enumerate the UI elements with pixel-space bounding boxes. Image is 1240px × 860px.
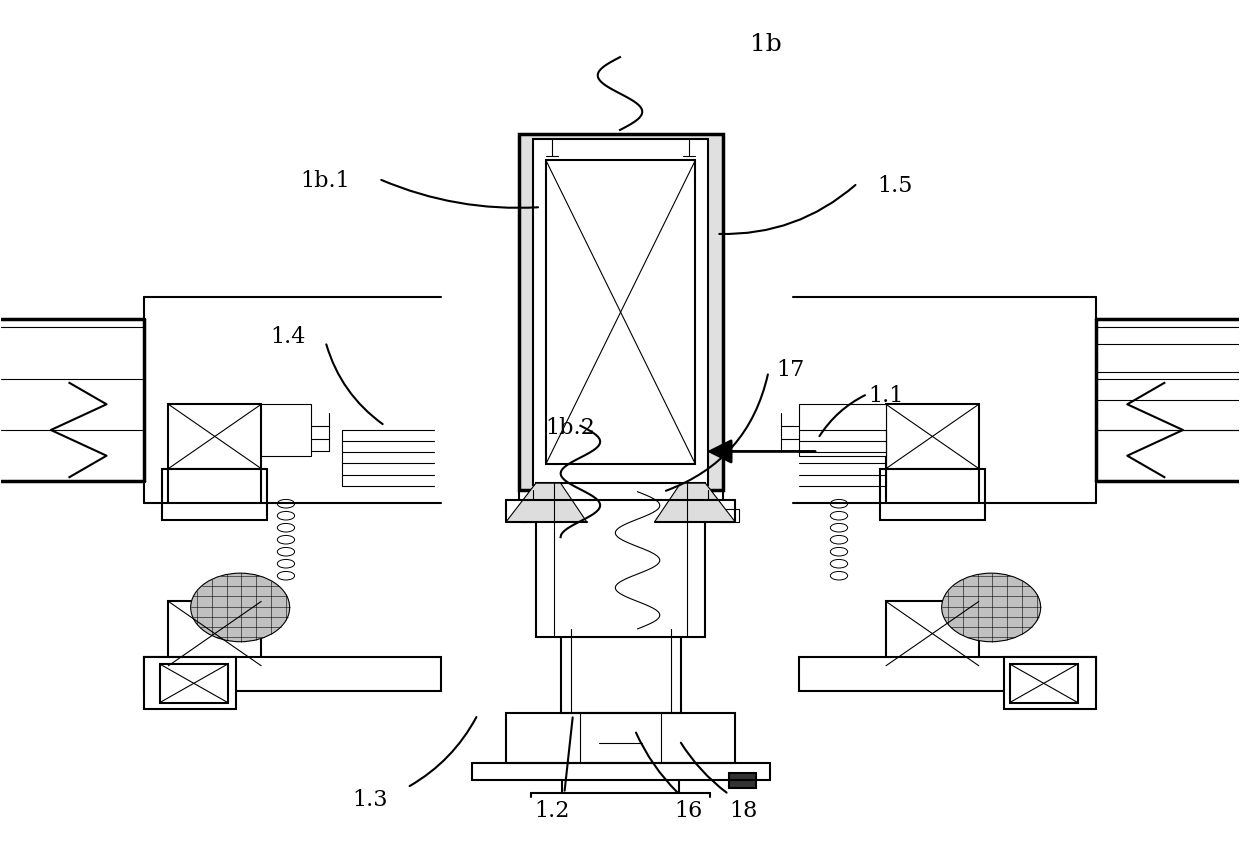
Bar <box>720 509 739 522</box>
Bar <box>536 483 706 637</box>
Ellipse shape <box>278 512 295 520</box>
Bar <box>144 657 440 691</box>
Bar <box>880 469 985 520</box>
Ellipse shape <box>645 498 682 512</box>
Circle shape <box>702 507 719 519</box>
Bar <box>521 509 539 522</box>
Bar <box>169 404 262 469</box>
Text: 18: 18 <box>729 801 758 822</box>
Ellipse shape <box>831 536 848 544</box>
Ellipse shape <box>831 571 848 580</box>
Ellipse shape <box>831 560 848 568</box>
Text: 1.3: 1.3 <box>352 789 388 811</box>
Bar <box>1009 664 1078 703</box>
Text: 17: 17 <box>776 359 805 381</box>
Text: 1.2: 1.2 <box>534 801 569 822</box>
Circle shape <box>522 507 539 519</box>
Bar <box>887 601 978 666</box>
Bar <box>144 657 237 709</box>
Bar <box>169 601 262 666</box>
Bar <box>729 773 756 789</box>
Bar <box>800 657 1096 691</box>
Text: 1b.2: 1b.2 <box>546 417 595 439</box>
Bar <box>160 664 228 703</box>
Ellipse shape <box>278 548 295 556</box>
Ellipse shape <box>831 500 848 508</box>
Bar <box>162 469 268 520</box>
Bar <box>887 404 978 469</box>
Text: 1.5: 1.5 <box>877 175 913 197</box>
Ellipse shape <box>278 536 295 544</box>
Bar <box>1003 657 1096 709</box>
Ellipse shape <box>278 571 295 580</box>
Bar <box>546 160 696 464</box>
Ellipse shape <box>831 548 848 556</box>
Ellipse shape <box>831 512 848 520</box>
Circle shape <box>191 573 290 642</box>
Polygon shape <box>506 483 587 522</box>
Bar <box>506 713 735 763</box>
Text: 16: 16 <box>673 801 702 822</box>
Bar <box>533 139 708 485</box>
Text: 1.4: 1.4 <box>270 327 306 348</box>
Circle shape <box>941 573 1040 642</box>
Bar <box>262 404 311 456</box>
Text: 1.1: 1.1 <box>868 384 904 407</box>
Ellipse shape <box>278 560 295 568</box>
Bar <box>518 134 723 490</box>
Text: 1b: 1b <box>750 33 782 56</box>
Ellipse shape <box>831 524 848 532</box>
Ellipse shape <box>278 500 295 508</box>
Bar <box>800 404 887 456</box>
Text: 1b.1: 1b.1 <box>300 170 351 193</box>
Ellipse shape <box>278 524 295 532</box>
Ellipse shape <box>539 498 577 512</box>
Polygon shape <box>655 483 735 522</box>
